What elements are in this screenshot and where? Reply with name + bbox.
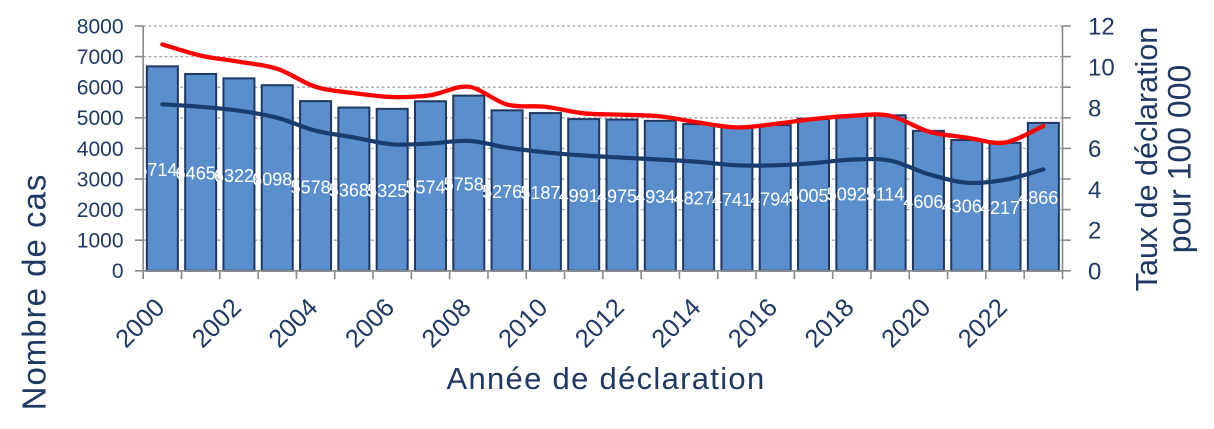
svg-text:8: 8 (1088, 95, 1101, 122)
svg-text:4606: 4606 (903, 192, 943, 212)
svg-text:6322: 6322 (214, 166, 254, 186)
svg-text:3000: 3000 (77, 168, 124, 191)
svg-text:6714: 6714 (137, 160, 177, 180)
svg-text:7000: 7000 (77, 46, 124, 69)
svg-text:4827: 4827 (674, 189, 714, 209)
svg-text:6000: 6000 (77, 77, 124, 100)
svg-text:5325: 5325 (367, 181, 407, 201)
svg-text:6: 6 (1088, 136, 1101, 163)
svg-text:Nombre de cas: Nombre de cas (16, 174, 53, 411)
svg-text:4975: 4975 (597, 187, 637, 207)
svg-text:5000: 5000 (77, 107, 124, 130)
svg-text:4991: 4991 (559, 186, 599, 206)
svg-text:4306: 4306 (942, 197, 982, 217)
svg-text:5758: 5758 (444, 175, 484, 195)
svg-text:4794: 4794 (750, 189, 790, 209)
svg-text:6465: 6465 (176, 164, 216, 184)
svg-text:0: 0 (112, 260, 124, 283)
svg-text:2: 2 (1088, 218, 1101, 245)
svg-text:4: 4 (1088, 177, 1101, 204)
svg-text:12: 12 (1088, 14, 1115, 41)
svg-text:5574: 5574 (405, 177, 445, 197)
svg-text:Taux de déclaration: Taux de déclaration (1130, 27, 1164, 292)
svg-text:4866: 4866 (1018, 188, 1058, 208)
svg-text:10: 10 (1088, 55, 1115, 82)
svg-text:5187: 5187 (520, 183, 560, 203)
svg-text:1000: 1000 (77, 230, 124, 253)
svg-text:2000: 2000 (77, 199, 124, 222)
svg-text:5578: 5578 (291, 177, 331, 197)
svg-text:5005: 5005 (788, 186, 828, 206)
svg-text:5114: 5114 (866, 184, 905, 204)
svg-text:4000: 4000 (77, 138, 124, 161)
svg-text:8000: 8000 (77, 15, 124, 38)
svg-text:Année de déclaration: Année de déclaration (446, 361, 765, 396)
svg-text:6098: 6098 (252, 169, 292, 189)
svg-text:5276: 5276 (482, 182, 522, 202)
svg-text:4934: 4934 (635, 187, 675, 207)
svg-text:5092: 5092 (827, 185, 867, 205)
svg-text:4217: 4217 (980, 198, 1020, 218)
svg-text:pour 100 000: pour 100 000 (1162, 65, 1198, 254)
svg-text:5368: 5368 (329, 181, 369, 201)
svg-text:4741: 4741 (712, 190, 752, 210)
svg-text:0: 0 (1088, 259, 1101, 286)
